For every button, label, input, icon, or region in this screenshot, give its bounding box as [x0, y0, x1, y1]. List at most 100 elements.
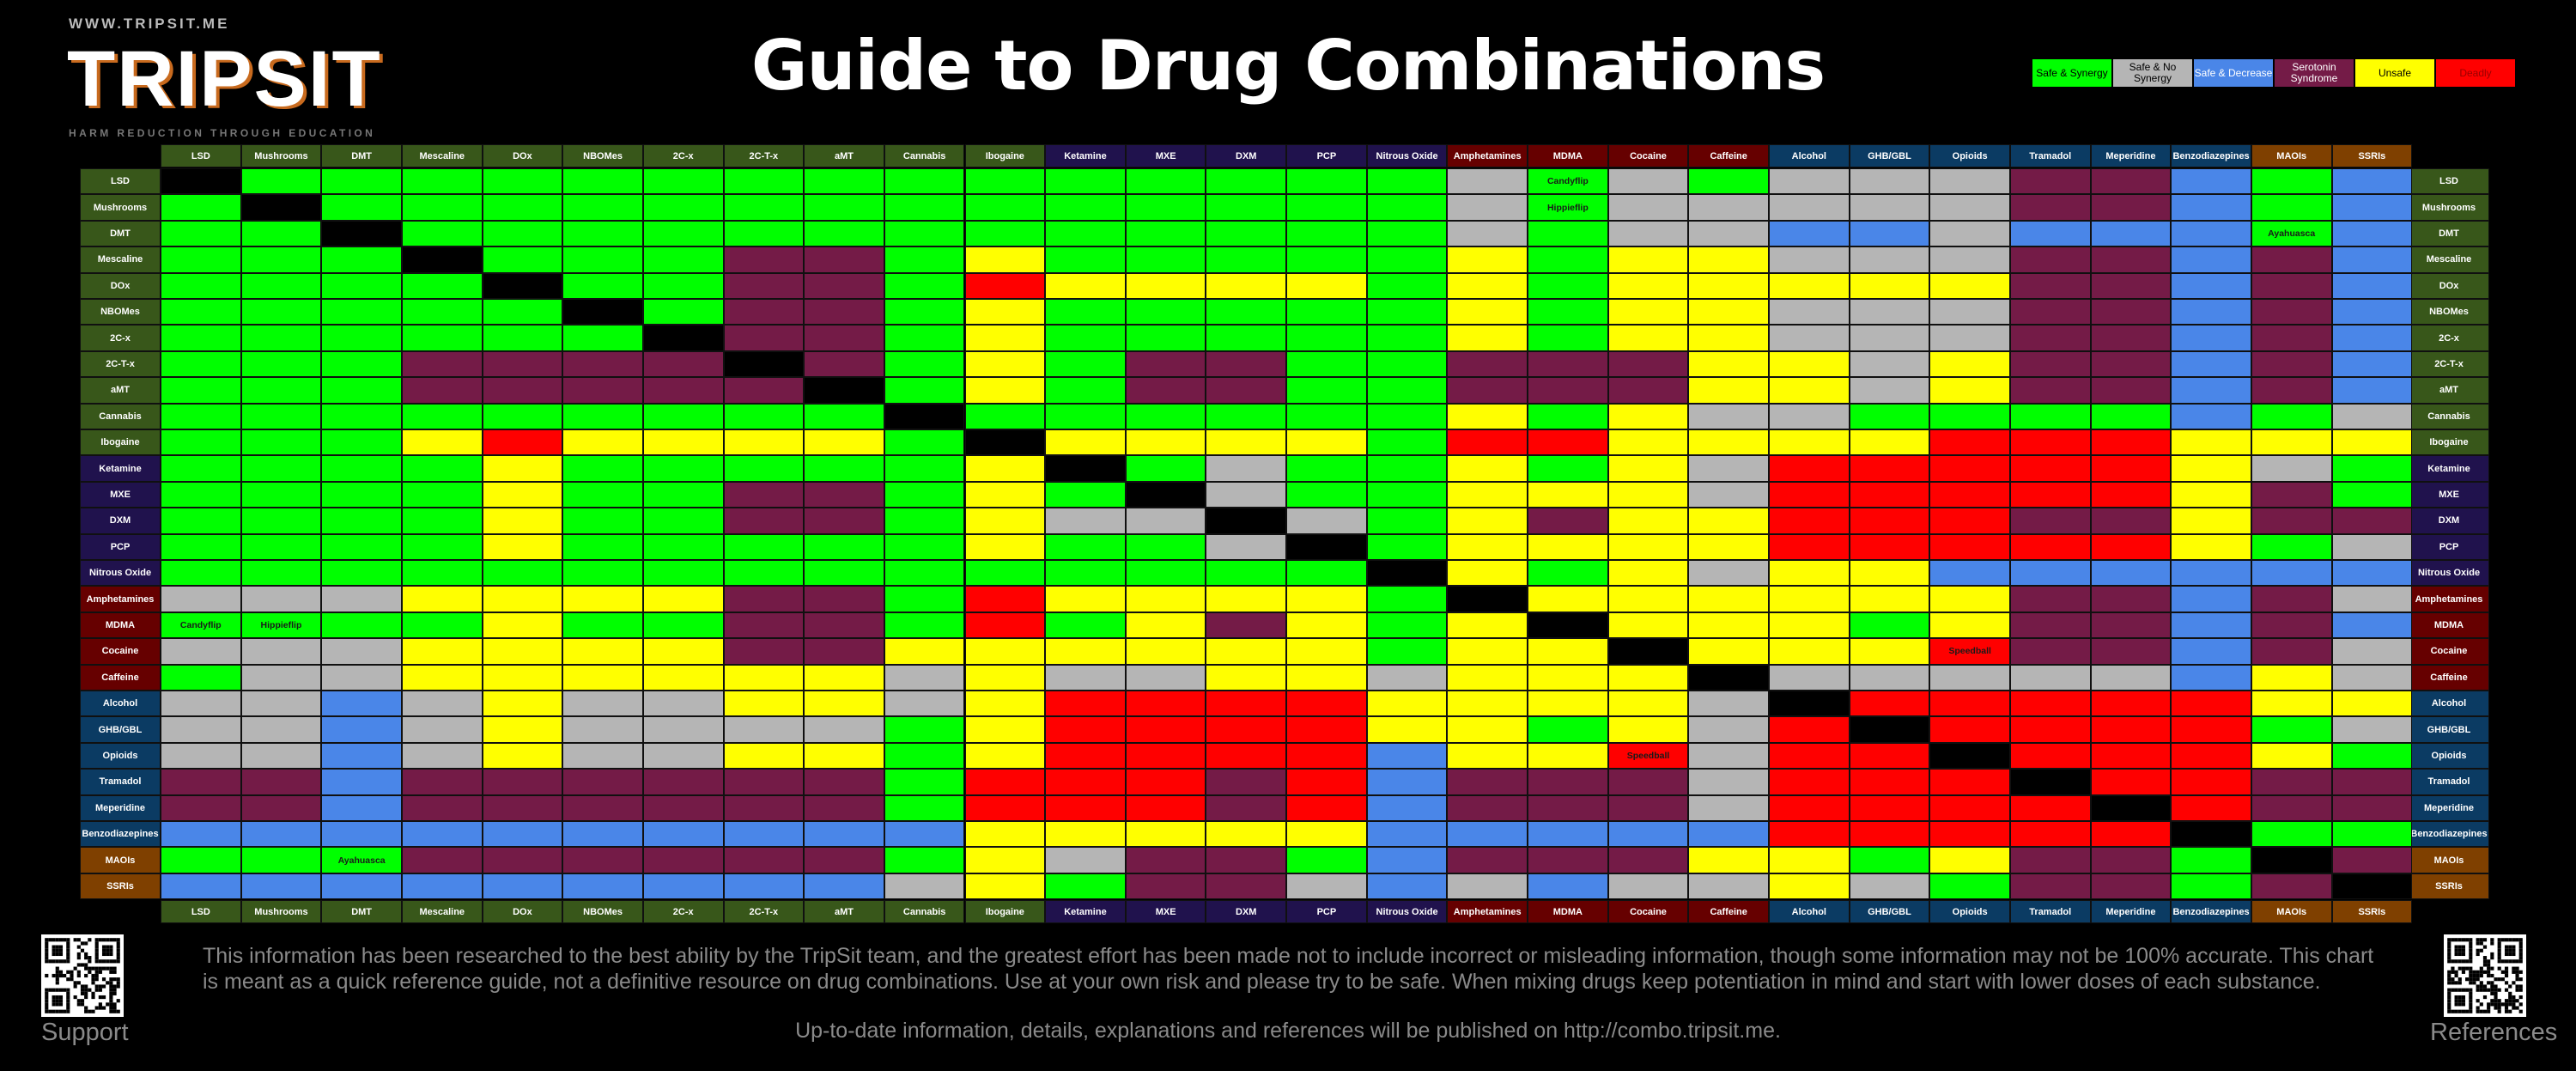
- combination-cell: [1688, 246, 1769, 273]
- column-header-bottom: DMT: [321, 900, 402, 923]
- combination-cell: [562, 691, 643, 717]
- legend-key-1: Safe & No Synergy: [2112, 58, 2193, 88]
- references-qr-code[interactable]: [2444, 934, 2526, 1017]
- combination-cell: [321, 716, 402, 743]
- combination-cell: [1206, 638, 1287, 665]
- column-header-top: Amphetamines: [1447, 144, 1528, 167]
- combination-cell: [1206, 194, 1287, 221]
- column-header-top: Ibogaine: [964, 144, 1046, 167]
- combination-cell: [2009, 821, 2091, 848]
- combination-cell: [2171, 325, 2251, 351]
- column-header-bottom: 2C-x: [642, 900, 724, 923]
- combination-cell: [2331, 220, 2413, 247]
- combination-cell: [1688, 716, 1769, 743]
- combination-cell: [1045, 220, 1126, 247]
- combination-cell: [1125, 794, 1206, 821]
- row-header-right: GHB/GBL: [2409, 716, 2489, 743]
- support-qr-code[interactable]: [41, 934, 124, 1017]
- combination-cell: [884, 847, 965, 873]
- combination-cell: [642, 612, 724, 639]
- combination-cell: [2331, 455, 2413, 482]
- combination-cell: [804, 664, 884, 691]
- combination-cell: [1929, 742, 2010, 770]
- combination-cell: [1286, 455, 1367, 482]
- combination-cell: [2171, 847, 2251, 873]
- combination-cell: [2331, 194, 2413, 221]
- combination-cell: [321, 508, 402, 534]
- combination-cell: [2090, 612, 2172, 639]
- combination-cell: [321, 429, 402, 456]
- row-header-right: DMT: [2409, 220, 2489, 247]
- combination-cell: [161, 481, 241, 508]
- combination-cell: [1286, 612, 1367, 639]
- column-header-bottom: Ibogaine: [964, 900, 1046, 923]
- combination-cell: [2331, 586, 2413, 612]
- combination-cell: [482, 716, 563, 743]
- combination-cell: [2331, 873, 2413, 900]
- row-header-left: MXE: [80, 481, 161, 508]
- combination-cell: [2090, 299, 2172, 326]
- combination-cell: [2090, 769, 2172, 795]
- combination-cell: [2009, 612, 2091, 639]
- combination-cell: [1688, 508, 1769, 534]
- combination-cell: [1045, 246, 1126, 273]
- combination-cell: [1849, 194, 1930, 221]
- column-header-bottom: DOx: [482, 900, 563, 923]
- combination-cell: [2171, 742, 2251, 770]
- combination-cell: [161, 586, 241, 612]
- combination-cell: [401, 194, 483, 221]
- combination-cell: [964, 821, 1046, 848]
- combination-cell: [1769, 638, 1850, 665]
- combination-cell: [1607, 533, 1689, 560]
- combination-cell: [642, 508, 724, 534]
- combination-cell: [1286, 586, 1367, 612]
- combination-cell: [1607, 847, 1689, 873]
- combination-cell: [2090, 691, 2172, 717]
- combination-cell: [2090, 246, 2172, 273]
- combination-cell: [1125, 455, 1206, 482]
- combination-cell: [321, 350, 402, 378]
- combination-cell: [240, 716, 322, 743]
- combination-cell: [1125, 508, 1206, 534]
- combination-cell: [401, 560, 483, 587]
- combination-cell: [482, 586, 563, 612]
- combination-cell: [1929, 272, 2010, 299]
- combination-cell: [642, 560, 724, 587]
- combination-cell: [723, 691, 805, 717]
- combination-cell: [1206, 716, 1287, 743]
- combination-cell: [1366, 691, 1448, 717]
- combination-cell: [240, 821, 322, 848]
- combination-cell: [884, 508, 965, 534]
- combination-cell: [1769, 429, 1850, 456]
- combination-cell: [1688, 873, 1769, 900]
- combination-cell: [1125, 403, 1206, 429]
- combination-cell: [1125, 377, 1206, 404]
- combination-cell: [1528, 508, 1608, 534]
- combination-cell: [1447, 821, 1528, 848]
- combination-cell: [1769, 194, 1850, 221]
- column-header-bottom: Cannabis: [884, 900, 965, 923]
- combination-cell: [1849, 508, 1930, 534]
- row-header-right: Ketamine: [2409, 455, 2489, 482]
- combination-cell: [482, 638, 563, 665]
- combination-cell: [321, 194, 402, 221]
- combination-cell: [642, 350, 724, 378]
- combination-cell: [1125, 350, 1206, 378]
- combination-cell: [1528, 769, 1608, 795]
- combination-cell: [482, 612, 563, 639]
- combination-cell: [321, 742, 402, 770]
- tripsit-logo: WWW.TRIPSIT.ME TRIPSIT HARM REDUCTION TH…: [67, 12, 380, 139]
- combination-cell: [2090, 325, 2172, 351]
- combination-cell: [1447, 377, 1528, 404]
- combination-cell: [2009, 586, 2091, 612]
- combination-cell: [2090, 716, 2172, 743]
- combination-cell: [2009, 325, 2091, 351]
- combination-cell: [884, 325, 965, 351]
- row-header-right: Ibogaine: [2409, 429, 2489, 456]
- combination-cell: [1206, 612, 1287, 639]
- combination-cell: [1528, 716, 1608, 743]
- combination-cell: [1688, 847, 1769, 873]
- combination-cell: [1528, 481, 1608, 508]
- combination-cell: [1447, 246, 1528, 273]
- combination-cell: [482, 299, 563, 326]
